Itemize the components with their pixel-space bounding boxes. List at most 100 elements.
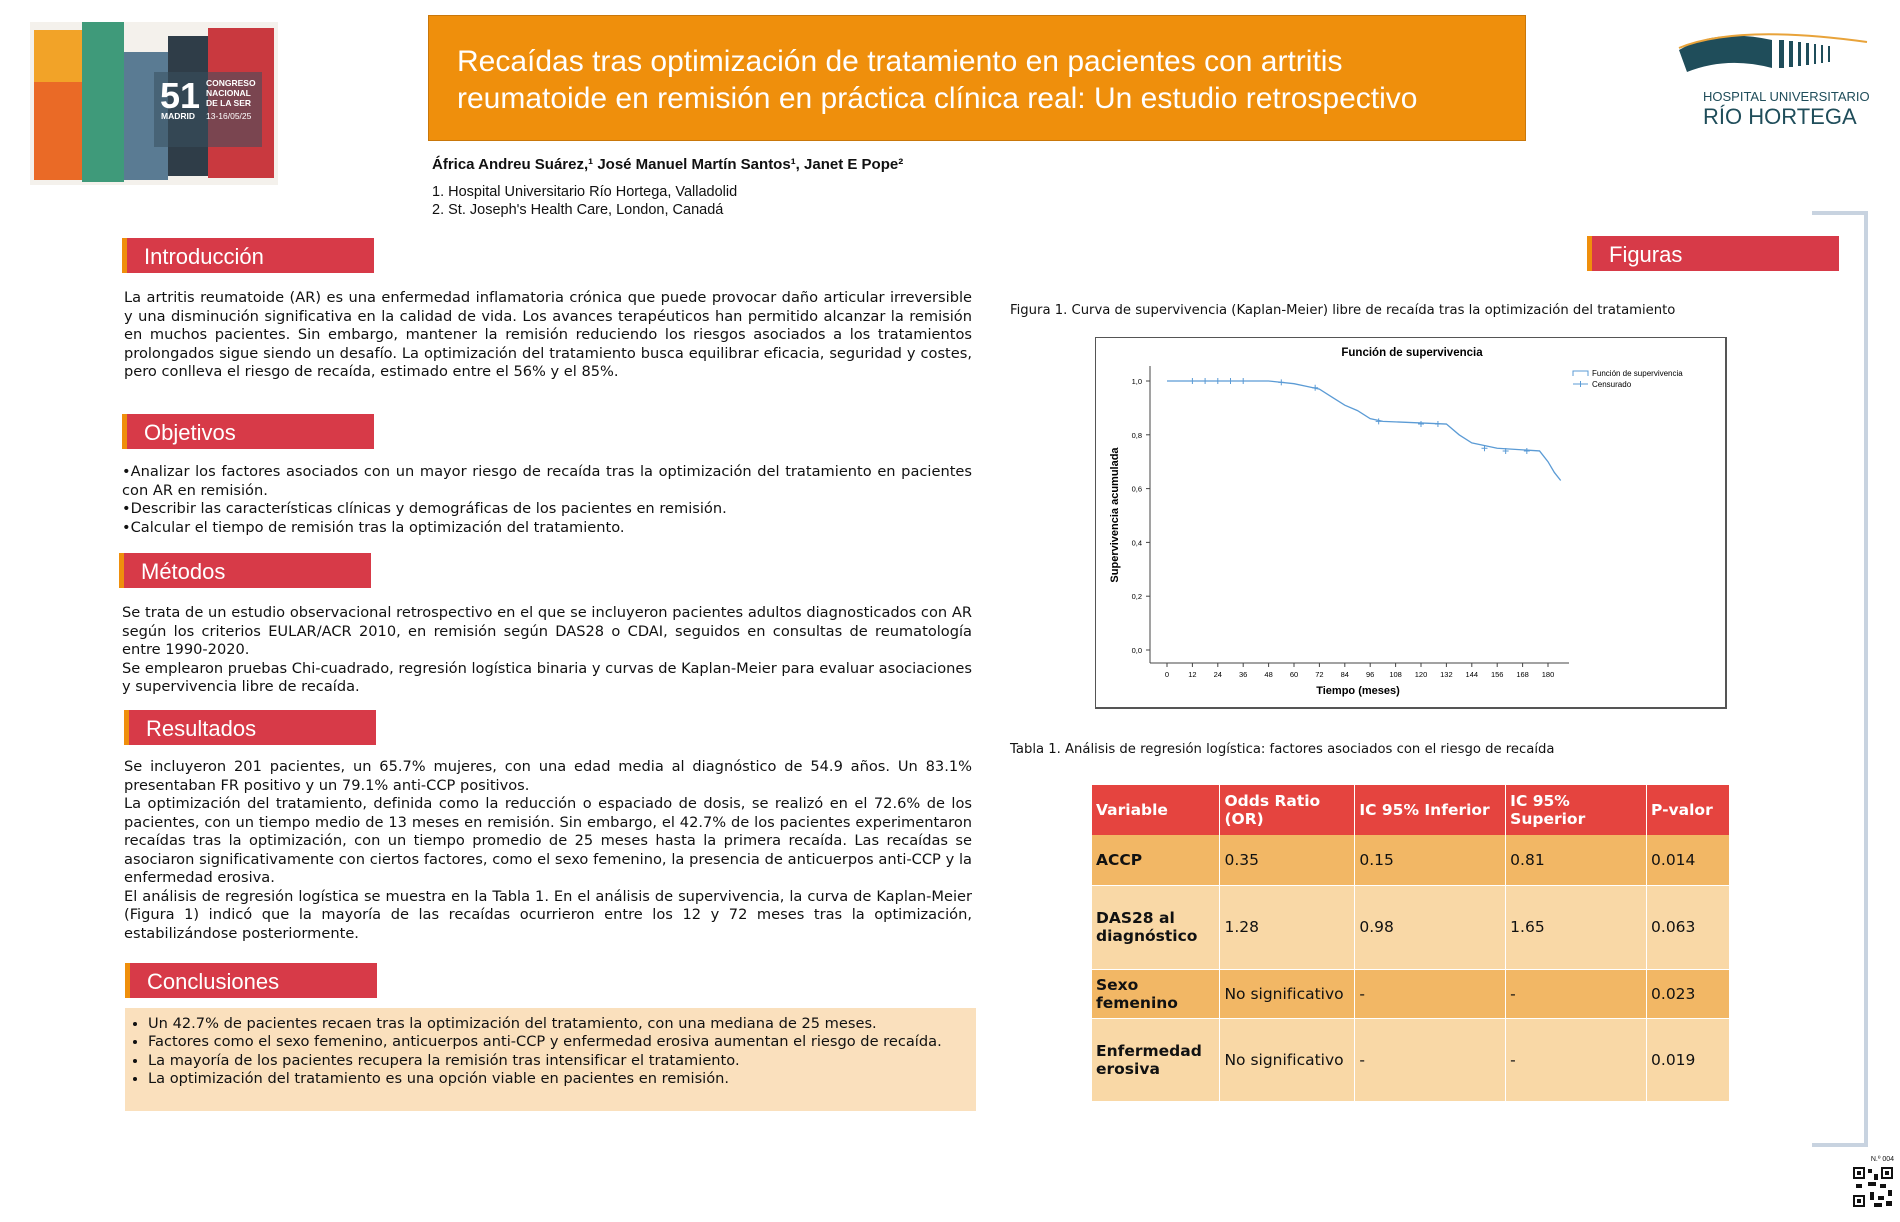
- hospital-name: RÍO HORTEGA: [1703, 104, 1857, 129]
- paragraph: La optimización del tratamiento, definid…: [124, 795, 972, 886]
- table-cell: ACCP: [1092, 835, 1221, 886]
- table-cell: -: [1505, 1018, 1648, 1102]
- table-cell: 0.023: [1646, 969, 1730, 1019]
- authors: África Andreu Suárez,¹ José Manuel Martí…: [432, 156, 904, 173]
- column-header: Odds Ratio (OR): [1219, 785, 1356, 835]
- table-cell: 0.063: [1646, 885, 1730, 970]
- section-heading: Métodos: [119, 553, 371, 588]
- hospital-name: HOSPITAL UNIVERSITARIO: [1703, 89, 1870, 104]
- section-heading: Conclusiones: [125, 963, 377, 998]
- hospital-logo: HOSPITAL UNIVERSITARIO RÍO HORTEGA: [1678, 33, 1870, 129]
- list-item: La optimización del tratamiento es una o…: [148, 1070, 966, 1088]
- legend-label: Censurado: [1592, 380, 1632, 389]
- column-header: Variable: [1092, 785, 1221, 835]
- logo-text: NACIONAL: [206, 88, 251, 98]
- table-cell: 0.15: [1354, 835, 1507, 886]
- logo-text: DE LA SER: [206, 98, 251, 108]
- table-caption: Tabla 1. Análisis de regresión logística…: [1010, 742, 1555, 757]
- table-header: Variable Odds Ratio (OR) IC 95% Inferior IC…: [1092, 785, 1730, 835]
- censored-mark: [1375, 418, 1382, 425]
- chart: Función de supervivencia Tiempo (meses) …: [1109, 347, 1683, 697]
- x-tick-label: 144: [1466, 670, 1479, 679]
- congress-logo: 51 CONGRESO NACIONAL DE LA SER MADRID 13…: [30, 22, 278, 185]
- censored-mark: [1202, 378, 1209, 384]
- section-text: Se trata de un estudio observacional ret…: [122, 604, 972, 697]
- censored-mark: [1523, 447, 1530, 454]
- section-text: Se incluyeron 201 pacientes, un 65.7% mu…: [124, 758, 972, 943]
- table-cell: -: [1354, 1018, 1507, 1102]
- x-tick-label: 36: [1239, 670, 1247, 679]
- table-row: DAS28 al diagnóstico 1.28 0.98 1.65 0.063: [1092, 885, 1730, 970]
- logo-number: 51: [160, 75, 200, 116]
- table-cell: 0.98: [1354, 885, 1507, 970]
- y-tick-label: 0,4: [1132, 538, 1142, 547]
- logo-city: MADRID: [161, 111, 195, 121]
- section-heading: Figuras: [1587, 236, 1839, 271]
- table-cell: No significativo: [1219, 1018, 1356, 1102]
- column-header: IC 95% Superior: [1505, 785, 1648, 835]
- table-cell: -: [1505, 969, 1648, 1019]
- table-cell: No significativo: [1219, 969, 1356, 1019]
- y-tick-label: 0,0: [1132, 646, 1142, 655]
- paragraph: La artritis reumatoide (AR) es una enfer…: [124, 289, 972, 380]
- title-box: Recaídas tras optimización de tratamient…: [428, 15, 1526, 141]
- table-cell: DAS28 al diagnóstico: [1092, 885, 1221, 970]
- censored-mark: [1227, 378, 1234, 384]
- x-tick-label: 120: [1415, 670, 1428, 679]
- list-item: La mayoría de los pacientes recupera la …: [148, 1052, 966, 1070]
- censored-mark: [1434, 421, 1441, 428]
- conclusions-box: Un 42.7% de pacientes recaen tras la opt…: [125, 1008, 976, 1111]
- x-tick-label: 108: [1389, 670, 1402, 679]
- x-tick-label: 24: [1214, 670, 1222, 679]
- y-tick-label: 0,2: [1132, 592, 1142, 601]
- x-tick-label: 72: [1315, 670, 1323, 679]
- chart-title: Función de supervivencia: [1341, 347, 1483, 359]
- table-cell: Enfermedad erosiva: [1092, 1018, 1221, 1102]
- x-tick-label: 156: [1491, 670, 1504, 679]
- survival-line: [1167, 380, 1562, 481]
- censored-mark: [1278, 379, 1285, 386]
- table-row: Sexo femenino No significativo - -0.023: [1092, 969, 1730, 1019]
- table-cell: 1.65: [1505, 885, 1648, 970]
- legend-swatch: [1573, 381, 1588, 387]
- y-axis-label: Supervivencia acumulada: [1109, 447, 1121, 583]
- affiliation: 2. St. Joseph's Health Care, London, Can…: [432, 202, 724, 218]
- x-tick-label: 48: [1264, 670, 1272, 679]
- table-cell: -: [1354, 969, 1507, 1019]
- paragraph: •Analizar los factores asociados con un …: [122, 463, 972, 499]
- censored-mark: [1418, 421, 1424, 428]
- x-tick-label: 180: [1542, 670, 1555, 679]
- paragraph: Se emplearon pruebas Chi-cuadrado, regre…: [122, 659, 972, 696]
- censored-mark: [1214, 378, 1221, 384]
- y-tick-label: 0,8: [1132, 431, 1142, 440]
- regression-table: Variable Odds Ratio (OR) IC 95% Inferior IC…: [1092, 785, 1730, 1102]
- censored-mark: [1189, 378, 1196, 384]
- legend-label: Función de supervivencia: [1592, 369, 1683, 378]
- poster-title: Recaídas tras optimización de tratamient…: [457, 45, 1418, 115]
- table-body: ACCP 0.35 0.15 0.81 0.014 DAS28 al diagnóstic…: [1092, 835, 1730, 1102]
- table-cell: 0.014: [1646, 835, 1730, 886]
- logo-dates: 13-16/05/25: [206, 111, 252, 121]
- censored-mark: [1481, 445, 1488, 452]
- affiliation: 1. Hospital Universitario Río Hortega, V…: [432, 184, 738, 200]
- section-heading: Objetivos: [122, 414, 374, 449]
- paragraph: El análisis de regresión logística se mu…: [124, 887, 972, 942]
- conclusions-list: Un 42.7% de pacientes recaen tras la opt…: [125, 1015, 966, 1088]
- section-heading: Introducción: [122, 238, 374, 273]
- y-tick-label: 0,6: [1132, 485, 1142, 494]
- censored-mark: [1312, 384, 1319, 391]
- logo-text: CONGRESO: [206, 78, 256, 88]
- column-header: IC 95% Inferior: [1354, 785, 1507, 835]
- table-cell: 0.019: [1646, 1018, 1730, 1102]
- paragraph: Se incluyeron 201 pacientes, un 65.7% mu…: [124, 758, 972, 794]
- bracket: [1812, 211, 1868, 1147]
- table-cell: 1.28: [1219, 885, 1356, 970]
- x-tick-label: 12: [1188, 670, 1196, 679]
- x-axis-label: Tiempo (meses): [1316, 685, 1400, 697]
- censored-mark: [1240, 378, 1247, 384]
- x-tick-label: 60: [1290, 670, 1298, 679]
- legend-swatch: [1572, 370, 1589, 376]
- table-cell: Sexo femenino: [1092, 969, 1221, 1019]
- x-tick-label: 96: [1366, 670, 1374, 679]
